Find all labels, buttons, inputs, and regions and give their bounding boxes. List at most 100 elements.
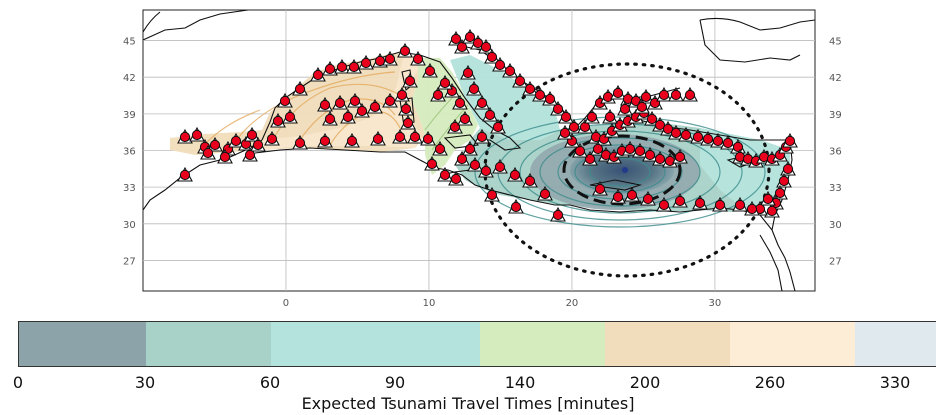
lat-tick-right: 39 bbox=[829, 110, 842, 121]
station-marker bbox=[522, 80, 538, 96]
station-marker bbox=[507, 166, 523, 182]
station-marker bbox=[617, 100, 633, 116]
colorbar-tick-label: 30 bbox=[134, 373, 156, 392]
station-marker bbox=[424, 155, 440, 171]
station-marker bbox=[462, 140, 478, 156]
colorbar-tick-label: 260 bbox=[754, 373, 786, 392]
station-marker bbox=[217, 148, 233, 164]
station-marker bbox=[200, 144, 216, 160]
station-marker bbox=[382, 92, 398, 108]
lon-tick: 20 bbox=[566, 298, 579, 309]
lat-tick-left: 36 bbox=[123, 147, 136, 158]
lat-tick-left: 45 bbox=[123, 37, 136, 48]
station-marker bbox=[644, 110, 660, 126]
station-marker bbox=[242, 146, 258, 162]
station-marker bbox=[467, 156, 483, 172]
colorbar-segment bbox=[270, 322, 481, 366]
station-marker bbox=[602, 108, 618, 124]
station-marker bbox=[454, 150, 470, 166]
station-marker bbox=[678, 126, 694, 142]
station-marker bbox=[334, 58, 350, 74]
station-marker bbox=[478, 38, 494, 54]
lat-tick-left: 30 bbox=[123, 220, 136, 231]
station-marker bbox=[448, 30, 464, 46]
station-marker bbox=[344, 132, 360, 148]
station-marker bbox=[398, 100, 414, 116]
colorbar-tick-label: 90 bbox=[384, 373, 406, 392]
station-marker bbox=[402, 72, 418, 88]
station-marker bbox=[322, 60, 338, 76]
lat-tick-left: 42 bbox=[123, 73, 136, 84]
station-marker bbox=[292, 134, 308, 150]
station-marker bbox=[557, 124, 573, 140]
station-marker bbox=[177, 166, 193, 182]
colorbar-tick-label: 60 bbox=[259, 373, 281, 392]
station-marker bbox=[760, 190, 776, 206]
station-marker bbox=[482, 106, 498, 122]
station-marker bbox=[484, 48, 500, 64]
tsunami-source-marker bbox=[622, 167, 628, 173]
station-marker bbox=[668, 124, 684, 140]
lon-tick: 30 bbox=[709, 298, 722, 309]
station-markers bbox=[177, 28, 798, 222]
dashed-range-circle bbox=[562, 134, 682, 206]
station-marker bbox=[732, 196, 748, 212]
colorbar-segment bbox=[730, 322, 856, 366]
station-marker bbox=[392, 128, 408, 144]
station-marker bbox=[422, 62, 438, 78]
station-marker bbox=[317, 132, 333, 148]
station-marker bbox=[532, 86, 548, 102]
colorbar-segment bbox=[605, 322, 731, 366]
station-marker bbox=[462, 28, 478, 44]
station-marker bbox=[400, 114, 416, 130]
station-marker bbox=[474, 128, 490, 144]
station-marker bbox=[317, 96, 333, 112]
lat-tick-left: 27 bbox=[123, 256, 136, 267]
colorbar-tick-label: 0 bbox=[12, 373, 24, 392]
station-marker bbox=[584, 108, 600, 124]
station-marker bbox=[622, 140, 638, 156]
station-marker bbox=[370, 130, 386, 146]
station-marker bbox=[624, 186, 640, 202]
station-marker bbox=[550, 100, 566, 116]
station-marker bbox=[522, 172, 538, 188]
lat-tick-right: 42 bbox=[829, 73, 842, 84]
station-marker bbox=[492, 56, 508, 72]
station-marker bbox=[690, 128, 706, 144]
axis-ticks: 45 45 42 42 39 39 36 36 33 33 30 30 27 27 0 10 20 30 bbox=[123, 37, 842, 309]
station-marker bbox=[432, 140, 448, 156]
station-marker bbox=[452, 94, 468, 110]
station-marker bbox=[642, 146, 658, 162]
station-marker bbox=[346, 58, 362, 74]
station-marker bbox=[710, 132, 726, 148]
station-marker bbox=[550, 206, 566, 222]
station-marker bbox=[776, 172, 792, 188]
station-marker bbox=[772, 184, 788, 200]
station-marker bbox=[437, 74, 453, 90]
station-marker bbox=[782, 132, 798, 148]
station-marker bbox=[700, 130, 716, 146]
station-marker bbox=[712, 196, 728, 212]
station-marker bbox=[582, 150, 598, 166]
station-marker bbox=[410, 50, 426, 66]
colorbar-tick-label: 330 bbox=[879, 373, 911, 392]
station-marker bbox=[454, 38, 470, 54]
station-marker bbox=[228, 132, 244, 148]
station-marker bbox=[672, 148, 688, 164]
colorbar-segment bbox=[19, 322, 146, 366]
station-marker bbox=[448, 170, 464, 186]
station-marker bbox=[542, 90, 558, 106]
station-marker bbox=[672, 192, 688, 208]
station-marker bbox=[490, 118, 506, 134]
lat-tick-right: 36 bbox=[829, 147, 842, 158]
station-marker bbox=[652, 150, 668, 166]
station-marker bbox=[484, 186, 500, 202]
station-marker bbox=[394, 86, 410, 102]
station-marker bbox=[592, 180, 608, 196]
station-marker bbox=[420, 130, 436, 146]
station-marker bbox=[437, 166, 453, 182]
lat-tick-right: 33 bbox=[829, 183, 842, 194]
station-marker bbox=[430, 86, 446, 102]
lat-tick-right: 30 bbox=[829, 220, 842, 231]
colorbar-segment bbox=[855, 322, 936, 366]
